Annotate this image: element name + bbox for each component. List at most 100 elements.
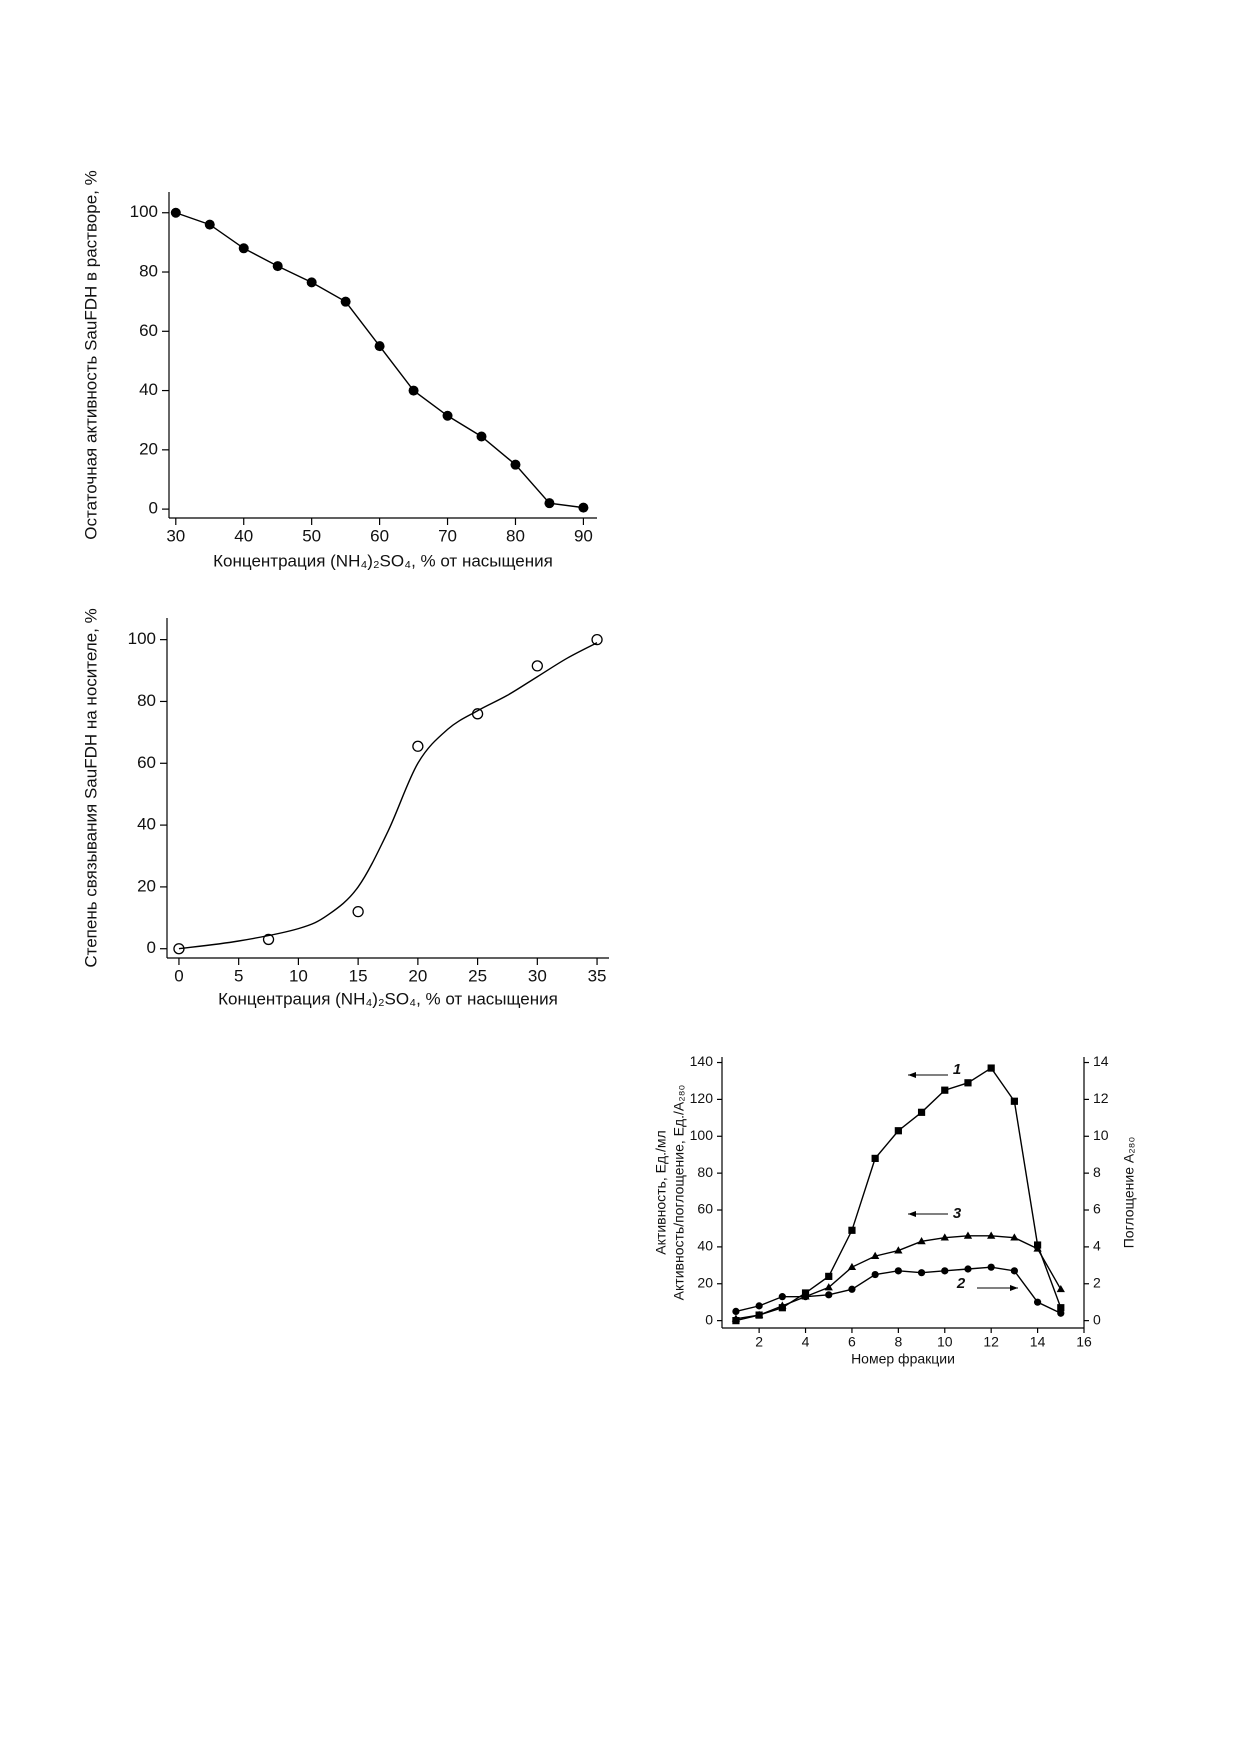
data-point: [408, 385, 419, 396]
data-point: [1010, 1267, 1018, 1275]
x-tick-label: 8: [894, 1334, 902, 1350]
y-tick-label: 40: [139, 380, 158, 399]
data-point: [755, 1302, 763, 1310]
y2-tick-label: 0: [1093, 1311, 1101, 1327]
y-tick-label: 0: [149, 499, 158, 518]
y-tick-label: 140: [690, 1053, 714, 1069]
y-tick-label: 120: [690, 1090, 714, 1106]
data-point: [963, 1231, 973, 1239]
data-point: [272, 261, 283, 272]
data-point: [847, 1262, 857, 1271]
x-axis-label: Концентрация (NH₄)₂SO₄, % от насыщения: [213, 551, 553, 570]
x-tick-label: 80: [506, 526, 525, 545]
series-label: 1: [953, 1061, 961, 1078]
data-point: [825, 1272, 833, 1280]
x-tick-label: 35: [588, 966, 607, 985]
series-label: 3: [953, 1205, 962, 1222]
data-point: [1057, 1304, 1065, 1312]
data-point: [778, 1301, 787, 1309]
data-point: [825, 1291, 833, 1299]
data-point: [778, 1293, 786, 1301]
data-point: [941, 1086, 949, 1094]
data-point: [510, 459, 521, 470]
y-tick-label: 60: [139, 321, 158, 340]
y2-tick-label: 14: [1093, 1053, 1109, 1069]
y-tick-label: 20: [697, 1274, 713, 1290]
x-tick-label: 20: [408, 966, 427, 985]
x-tick-label: 30: [528, 966, 547, 985]
data-point: [940, 1233, 949, 1241]
data-point: [1033, 1298, 1042, 1306]
data-point: [754, 1310, 764, 1318]
data-point: [917, 1237, 926, 1245]
data-point: [476, 431, 487, 442]
y2-tick-label: 8: [1093, 1164, 1101, 1180]
series-arrowhead: [908, 1072, 916, 1078]
y-axis-label: Активность/поглощение, Ед./A₂₈₀: [671, 1085, 687, 1301]
data-point: [848, 1226, 856, 1234]
y-tick-label: 20: [139, 439, 158, 458]
data-point: [871, 1251, 880, 1259]
data-point: [544, 498, 555, 509]
x-tick-label: 25: [468, 966, 487, 985]
series-arrowhead: [1010, 1285, 1018, 1291]
data-point: [871, 1154, 879, 1162]
x-tick-label: 10: [937, 1334, 953, 1350]
series-label: 2: [956, 1275, 966, 1292]
x-tick-label: 6: [848, 1334, 856, 1350]
data-point: [801, 1292, 810, 1300]
data-point: [412, 740, 424, 752]
x-tick-label: 14: [1030, 1334, 1046, 1350]
data-point: [894, 1267, 902, 1275]
x-tick-label: 4: [802, 1334, 810, 1350]
data-point: [964, 1265, 972, 1273]
data-point: [1056, 1284, 1065, 1293]
data-point: [531, 660, 543, 672]
x-tick-label: 40: [234, 526, 253, 545]
data-point: [894, 1246, 903, 1254]
y2-tick-label: 6: [1093, 1201, 1101, 1217]
data-point: [374, 341, 385, 352]
data-point: [894, 1127, 902, 1135]
data-point: [1010, 1233, 1019, 1241]
data-point: [442, 410, 453, 421]
y-axis-label: Остаточная активность SauFDH в растворе,…: [81, 170, 100, 539]
data-point: [340, 296, 351, 307]
data-point: [941, 1267, 949, 1275]
data-point: [352, 905, 364, 918]
y2-axis-label: Поглощение A₂₈₀: [1121, 1137, 1137, 1249]
y-tick-label: 60: [137, 753, 156, 772]
data-point: [964, 1079, 972, 1087]
x-tick-label: 5: [234, 966, 243, 985]
y-tick-label: 40: [697, 1238, 713, 1254]
x-axis-label: Номер фракции: [851, 1351, 955, 1367]
data-point: [987, 1231, 996, 1239]
data-point: [591, 633, 603, 646]
data-point: [848, 1285, 856, 1293]
y-tick-label: 100: [128, 629, 156, 648]
data-point: [1033, 1244, 1042, 1252]
y-tick-label: 100: [130, 202, 158, 221]
data-point: [732, 1307, 740, 1316]
y-axis-label: Активность, Ед./мл: [653, 1130, 669, 1254]
y-axis-label: Степень связывания SauFDH на носителе, %: [81, 608, 100, 967]
y-tick-label: 80: [139, 262, 158, 281]
x-tick-label: 50: [302, 526, 321, 545]
data-line: [178, 642, 598, 950]
y-tick-label: 0: [705, 1311, 713, 1327]
x-axis-label: Концентрация (NH₄)₂SO₄, % от насыщения: [218, 989, 558, 1008]
x-tick-label: 16: [1076, 1334, 1092, 1350]
x-tick-label: 15: [349, 966, 368, 985]
y-tick-label: 20: [137, 876, 156, 895]
y-tick-label: 100: [690, 1127, 714, 1143]
data-point: [987, 1064, 995, 1072]
data-point: [917, 1108, 926, 1116]
y-tick-label: 60: [697, 1201, 713, 1217]
y2-tick-label: 4: [1093, 1238, 1101, 1254]
y2-tick-label: 12: [1093, 1090, 1109, 1106]
data-point: [731, 1314, 741, 1322]
data-point: [578, 502, 589, 513]
y-tick-label: 0: [147, 938, 156, 957]
y-tick-label: 80: [137, 691, 156, 710]
